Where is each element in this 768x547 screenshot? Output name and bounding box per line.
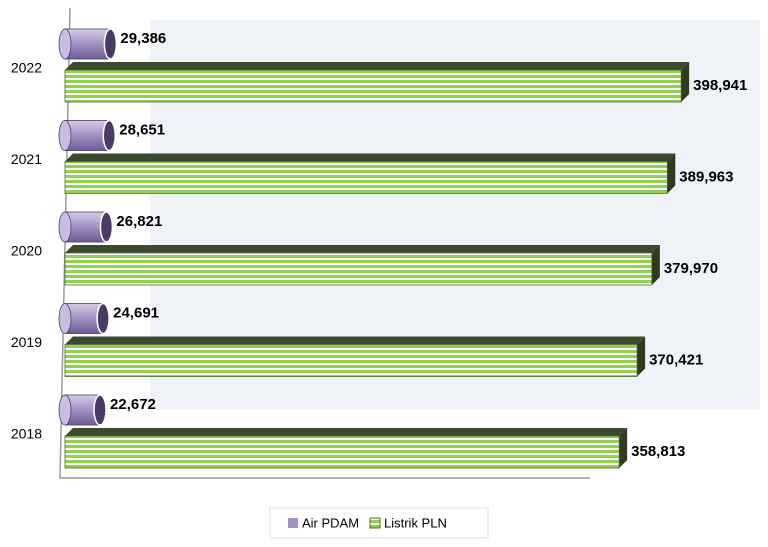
bar-top [65, 62, 689, 70]
bar-top [65, 428, 627, 436]
bar [65, 70, 681, 102]
y-tick-label: 2018 [11, 426, 42, 442]
y-tick-label: 2022 [11, 60, 42, 76]
data-label: 22,672 [110, 396, 156, 413]
bar-top [65, 245, 660, 253]
bar-cap [59, 29, 71, 59]
legend-swatch [288, 518, 298, 528]
bar [65, 29, 110, 59]
bar-top [65, 337, 645, 345]
data-label: 389,963 [679, 168, 733, 185]
bar [65, 345, 637, 377]
y-tick-label: 2020 [11, 243, 42, 259]
data-label: 26,821 [116, 213, 162, 230]
data-label: 379,970 [664, 260, 718, 277]
bar-cap [59, 121, 71, 151]
bar [65, 162, 667, 194]
bar-cap [59, 395, 71, 425]
data-label: 29,386 [120, 30, 166, 47]
legend-swatch [370, 518, 380, 528]
bar [65, 436, 619, 468]
bar-cap [104, 29, 116, 59]
bar-cap [103, 121, 115, 151]
bar-cap [59, 304, 71, 334]
bar-top [65, 154, 675, 162]
bar-cap [59, 212, 71, 242]
data-label: 24,691 [113, 304, 159, 321]
y-tick-label: 2021 [11, 151, 42, 167]
legend-label: Listrik PLN [384, 515, 447, 530]
data-label: 398,941 [693, 77, 747, 94]
data-label: 358,813 [631, 443, 685, 460]
legend-label: Air PDAM [302, 515, 359, 530]
data-label: 28,651 [119, 121, 165, 138]
bar-cap [97, 304, 109, 334]
bar-cap [94, 395, 106, 425]
y-tick-label: 2019 [11, 334, 42, 350]
data-label: 370,421 [649, 351, 703, 368]
chart: 2018 22,672 358,813 2019 24,691 370,421 2020 26… [0, 0, 768, 542]
bar-cap [100, 212, 112, 242]
bar [65, 253, 652, 285]
